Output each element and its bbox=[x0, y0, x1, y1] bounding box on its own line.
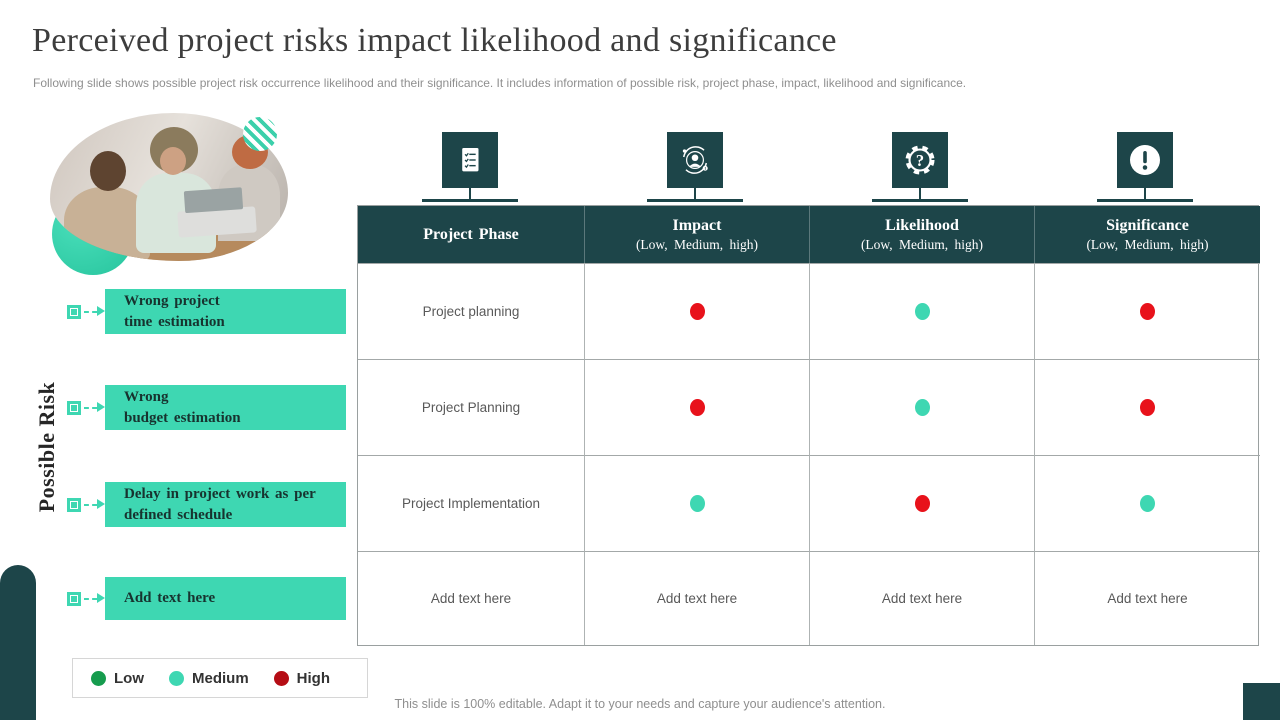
significance-cell bbox=[1034, 455, 1260, 551]
arrow-right-icon bbox=[97, 402, 105, 412]
risk-marker bbox=[67, 401, 81, 415]
risk-table: Project Phase Impact (Low, Medium, high)… bbox=[357, 205, 1260, 646]
impact-dot bbox=[689, 495, 705, 512]
impact-cell bbox=[584, 359, 809, 455]
risk-box-budget-estimation: Wrong budget estimation bbox=[105, 385, 346, 430]
significance-dot bbox=[1140, 303, 1155, 320]
risk-connector bbox=[84, 598, 97, 600]
likelihood-dot bbox=[914, 495, 930, 512]
significance-cell bbox=[1034, 359, 1260, 455]
significance-cell bbox=[1034, 263, 1260, 359]
column-header-impact: Impact (Low, Medium, high) bbox=[584, 206, 809, 263]
corner-accent-left bbox=[0, 565, 36, 720]
editable-note: This slide is 100% editable. Adapt it to… bbox=[394, 697, 886, 711]
risk-box-placeholder[interactable]: Add text here bbox=[105, 577, 346, 620]
phase-cell: Project Implementation bbox=[358, 455, 584, 551]
svg-text:?: ? bbox=[916, 151, 924, 170]
column-header-project-phase: Project Phase bbox=[358, 206, 584, 263]
low-dot-icon bbox=[91, 670, 106, 686]
document-checklist-icon bbox=[442, 132, 498, 188]
legend-item-high: High bbox=[273, 670, 330, 687]
risk-box-delay-schedule: Delay in project work as per defined sch… bbox=[105, 482, 346, 527]
risk-connector bbox=[84, 311, 97, 313]
corner-accent-right bbox=[1243, 683, 1280, 720]
arrow-right-icon bbox=[97, 306, 105, 316]
likelihood-placeholder-cell[interactable]: Add text here bbox=[809, 551, 1034, 645]
impact-cell bbox=[584, 263, 809, 359]
striped-circle-accent bbox=[243, 117, 277, 151]
likelihood-dot bbox=[914, 303, 930, 320]
likelihood-cell bbox=[809, 359, 1034, 455]
phase-cell: Project Planning bbox=[358, 359, 584, 455]
risk-box-time-estimation: Wrong project time estimation bbox=[105, 289, 346, 334]
significance-dot bbox=[1140, 495, 1155, 512]
risk-marker bbox=[67, 498, 81, 512]
legend-item-low: Low bbox=[91, 670, 144, 687]
medium-dot-icon bbox=[169, 670, 184, 686]
significance-dot bbox=[1140, 399, 1155, 416]
risk-connector bbox=[84, 504, 97, 506]
risk-connector bbox=[84, 407, 97, 409]
impact-dot bbox=[689, 399, 705, 416]
significance-placeholder-cell[interactable]: Add text here bbox=[1034, 551, 1260, 645]
risk-marker bbox=[67, 305, 81, 319]
alert-exclamation-icon bbox=[1117, 132, 1173, 188]
likelihood-cell bbox=[809, 455, 1034, 551]
impact-placeholder-cell[interactable]: Add text here bbox=[584, 551, 809, 645]
team-photo-group bbox=[40, 105, 300, 275]
arrow-right-icon bbox=[97, 593, 105, 603]
column-header-significance: Significance (Low, Medium, high) bbox=[1034, 206, 1260, 263]
high-dot-icon bbox=[273, 670, 289, 686]
page-subtitle: Following slide shows possible project r… bbox=[33, 76, 967, 90]
user-process-cycle-icon: ! bbox=[667, 132, 723, 188]
likelihood-cell bbox=[809, 263, 1034, 359]
legend-item-medium: Medium bbox=[169, 670, 249, 687]
impact-dot bbox=[689, 303, 705, 320]
risk-marker bbox=[67, 592, 81, 606]
column-header-likelihood: Likelihood (Low, Medium, high) bbox=[809, 206, 1034, 263]
likelihood-dot bbox=[914, 399, 930, 416]
impact-cell bbox=[584, 455, 809, 551]
svg-text:!: ! bbox=[704, 166, 706, 171]
phase-placeholder-cell[interactable]: Add text here bbox=[358, 551, 584, 645]
page-title: Perceived project risks impact likelihoo… bbox=[32, 22, 837, 59]
possible-risk-axis-label: Possible Risk bbox=[34, 381, 59, 513]
arrow-right-icon bbox=[97, 499, 105, 509]
gear-question-icon: ? bbox=[892, 132, 948, 188]
phase-cell: Project planning bbox=[358, 263, 584, 359]
legend: Low Medium High bbox=[72, 658, 368, 698]
